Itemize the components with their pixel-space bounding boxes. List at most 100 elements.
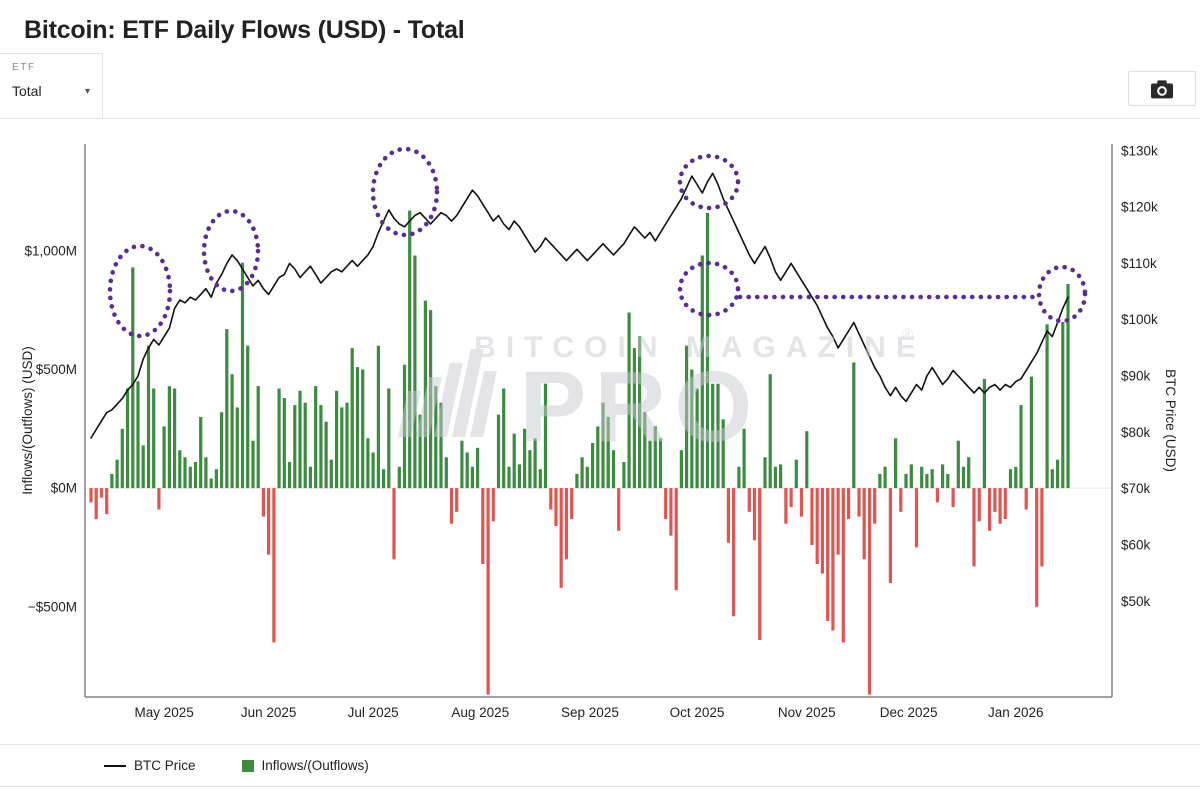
inflow-bar [956, 440, 960, 489]
btc-price-line[interactable] [90, 172, 1069, 439]
inflow-bar [225, 329, 229, 489]
inflow-bar [293, 405, 297, 489]
inflow-bar [413, 255, 417, 489]
legend-item-flows[interactable]: Inflows/(Outflows) [241, 758, 369, 773]
inflow-bar [146, 345, 151, 489]
outflow-bar [455, 488, 459, 512]
inflow-bar [308, 466, 312, 489]
inflow-bar [930, 469, 934, 489]
flows-swatch [241, 759, 254, 772]
inflow-bar [303, 402, 307, 489]
etf-total-dropdown[interactable]: ETF Total ▾ [0, 53, 103, 118]
outflow-bar [789, 488, 793, 508]
inflow-bar [355, 367, 360, 489]
inflow-bar [361, 369, 365, 489]
right-axis-ticks: $130k $120k $110k $100k $90k $80k $70k $60k $50k [1121, 143, 1158, 609]
outflow-bar [841, 488, 845, 643]
legend-label-flows: Inflows/(Outflows) [261, 758, 369, 773]
inflow-bar [742, 428, 746, 489]
inflow-bar [591, 443, 595, 489]
annotation-ellipse [677, 260, 741, 318]
outflow-bar [486, 488, 490, 695]
inflow-bar [418, 414, 422, 489]
outflow-bar [951, 488, 955, 508]
svg-text:$1,000M: $1,000M [24, 243, 77, 258]
outflow-bar [1035, 488, 1039, 607]
inflow-bar [230, 374, 234, 489]
inflow-bar [162, 426, 166, 489]
outflow-bar [972, 488, 976, 567]
inflow-bar [507, 466, 511, 489]
inflow-bar [131, 267, 135, 489]
inflow-bar [805, 431, 809, 489]
svg-text:Jan 2026: Jan 2026 [988, 705, 1044, 720]
inflow-bar [214, 469, 218, 489]
inflow-bar [298, 390, 302, 489]
inflow-bar [470, 466, 474, 489]
outflow-bar [873, 488, 877, 524]
annotation-ellipse [1036, 264, 1088, 324]
inflow-bar [126, 388, 130, 489]
inflow-bar [173, 388, 177, 489]
outflow-bar [94, 488, 98, 519]
screenshot-button[interactable] [1128, 71, 1196, 106]
chart-legend: BTC Price Inflows/(Outflows) [0, 744, 1200, 787]
inflow-bar [538, 469, 542, 489]
inflow-bar [314, 386, 318, 489]
inflow-bar [643, 412, 647, 489]
svg-text:Oct 2025: Oct 2025 [670, 705, 725, 720]
inflow-bar [220, 412, 224, 489]
inflow-bar [115, 459, 119, 489]
svg-text:Jun 2025: Jun 2025 [241, 705, 297, 720]
outflow-bar [1024, 488, 1028, 510]
inflow-bar [444, 457, 448, 489]
svg-text:$110k: $110k [1121, 256, 1157, 271]
outflow-bar [674, 488, 678, 591]
inflow-bar [476, 447, 480, 489]
inflow-bar [152, 388, 156, 489]
inflow-bar [690, 369, 694, 489]
outflow-bar [914, 488, 919, 548]
btc-price-line-swatch [104, 764, 126, 767]
inflow-bar [695, 388, 699, 489]
inflow-bar [382, 469, 386, 489]
legend-item-btc-price[interactable]: BTC Price [104, 758, 196, 773]
outflow-bar [481, 488, 485, 564]
inflow-bar [909, 464, 913, 489]
inflow-bar [580, 457, 584, 489]
watermark-logo [398, 349, 498, 437]
svg-text:$90k: $90k [1121, 369, 1151, 384]
annotation-ellipse [107, 243, 173, 339]
inflow-bar [178, 450, 182, 489]
header: Bitcoin: ETF Daily Flows (USD) - Total [0, 0, 1200, 53]
inflow-bar [528, 450, 532, 489]
inflow-bar [439, 402, 443, 489]
inflow-bar [632, 348, 636, 489]
svg-text:$120k: $120k [1121, 200, 1158, 215]
inflow-bar [925, 473, 929, 489]
inflow-bar [685, 345, 689, 489]
inflow-bar [319, 405, 323, 489]
inflow-bar [585, 466, 589, 489]
annotation-ellipse [370, 146, 440, 238]
svg-text:−$500M: −$500M [28, 599, 77, 614]
inflow-bar [711, 383, 715, 489]
inflow-bar [188, 466, 192, 489]
inflow-bar [679, 450, 683, 489]
inflow-bar [167, 386, 171, 489]
outflow-bar [810, 488, 814, 546]
outflow-bar [669, 488, 673, 536]
inflow-bar [1014, 466, 1018, 489]
inflow-bar [277, 388, 281, 489]
inflow-bar [256, 386, 260, 489]
x-axis-ticks: May 2025 Jun 2025 Jul 2025 Aug 2025 Sep 2025… [134, 705, 1043, 720]
inflow-bar [878, 473, 882, 489]
inflow-bar [366, 438, 370, 489]
outflow-bar [831, 488, 835, 631]
inflow-bar [601, 402, 605, 489]
dropdown-selected-value: Total [12, 83, 42, 99]
inflow-bar [1050, 469, 1054, 489]
outflow-bar [935, 488, 939, 503]
outflow-bar [559, 488, 563, 588]
etf-flows-chart[interactable]: BITCOIN MAGAZINE® PRO $1,000M $500M $0M −$500… [0, 119, 1200, 744]
